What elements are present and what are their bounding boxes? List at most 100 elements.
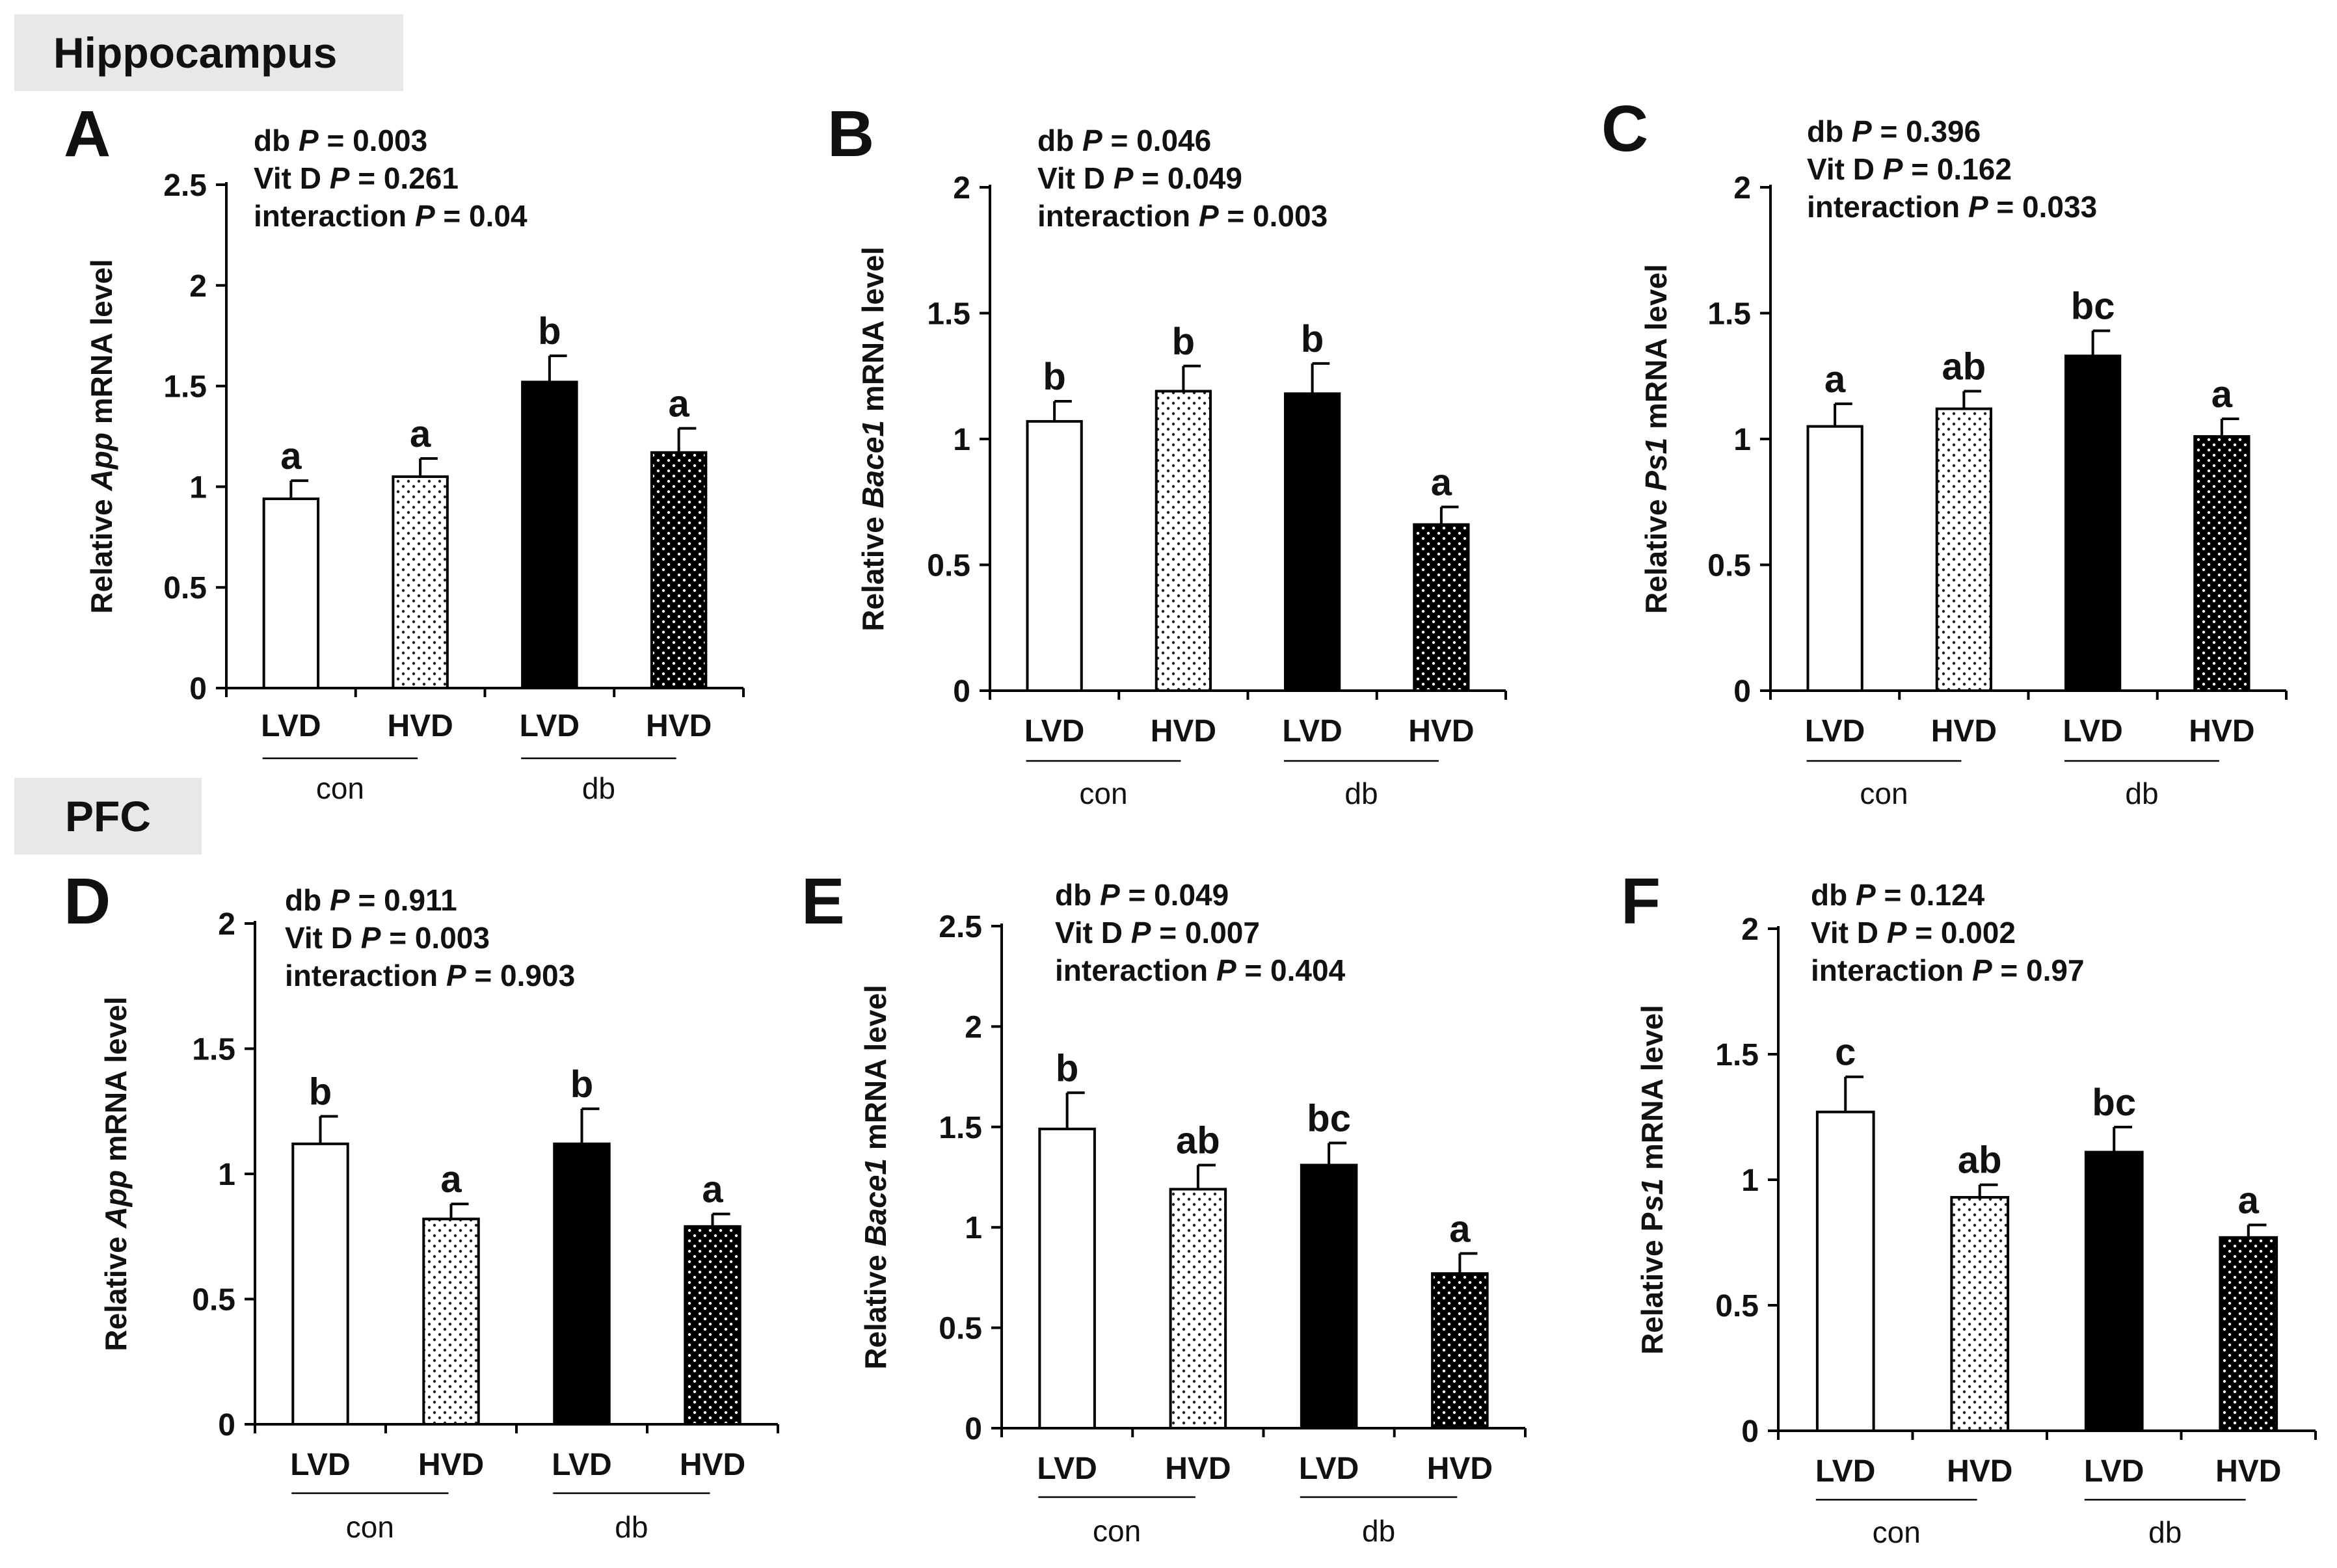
y-tick-label: 1	[965, 1211, 982, 1245]
bar	[422, 1217, 480, 1426]
y-tick-label: 0	[218, 1408, 235, 1442]
bar	[1806, 425, 1863, 693]
x-tick-label: LVD	[290, 1448, 350, 1482]
y-tick-label: 2	[1741, 912, 1759, 947]
x-tick-label: LVD	[1037, 1452, 1097, 1486]
significance-letter: bc	[2092, 1082, 2136, 1124]
x-tick-label: HVD	[680, 1448, 745, 1482]
bar	[262, 497, 320, 689]
significance-letter: bc	[2071, 286, 2115, 328]
y-axis-label: Relative App mRNA level	[85, 259, 118, 613]
group-label: db	[2148, 1515, 2182, 1549]
y-axis-label: Relative Ps1 mRNA level	[1635, 1005, 1669, 1355]
section-header-bg	[14, 14, 403, 91]
y-tick-label: 0.5	[163, 571, 207, 605]
stat-line: Vit D P = 0.261	[254, 161, 459, 195]
significance-letter: ab	[1942, 345, 1986, 388]
panel-letter: B	[827, 98, 874, 170]
x-tick-label: HVD	[418, 1448, 484, 1482]
bar	[1300, 1163, 1358, 1430]
y-tick-label: 2.5	[163, 168, 207, 203]
stat-line: interaction P = 0.04	[254, 199, 527, 233]
stat-line: interaction P = 0.033	[1807, 190, 2097, 224]
x-tick-label: LVD	[552, 1448, 611, 1482]
stat-line: db P = 0.003	[254, 124, 427, 157]
group-label: con	[316, 771, 364, 805]
x-tick-label: HVD	[1947, 1454, 2012, 1489]
x-tick-label: LVD	[1282, 714, 1342, 749]
y-tick-label: 1	[953, 423, 970, 457]
y-tick-label: 2.5	[939, 910, 982, 944]
stat-line: Vit D P = 0.003	[285, 921, 490, 955]
significance-letter: b	[1056, 1047, 1078, 1089]
bar	[1950, 1196, 2010, 1433]
bar	[1935, 407, 1993, 692]
group-label: con	[1860, 777, 1908, 810]
y-tick-label: 2	[953, 171, 970, 206]
x-tick-label: LVD	[1805, 714, 1865, 749]
y-tick-label: 0.5	[939, 1312, 982, 1346]
significance-letter: b	[309, 1070, 332, 1113]
panel-letter: D	[64, 865, 111, 938]
bar	[1038, 1127, 1096, 1429]
y-axis-label: Relative Bace1 mRNA level	[856, 246, 890, 631]
bar	[2064, 354, 2122, 692]
significance-letter: a	[280, 435, 302, 477]
significance-letter: a	[440, 1158, 462, 1201]
y-tick-label: 2	[1733, 171, 1751, 206]
y-tick-label: 0	[1733, 674, 1751, 709]
significance-letter: a	[702, 1169, 723, 1211]
significance-letter: a	[1449, 1208, 1471, 1250]
y-tick-label: 0.5	[1715, 1289, 1759, 1323]
bar	[2084, 1150, 2144, 1433]
bar	[2193, 435, 2250, 692]
x-tick-label: LVD	[261, 709, 321, 743]
group-label: db	[615, 1510, 648, 1544]
bar	[291, 1142, 349, 1426]
x-tick-label: LVD	[1815, 1454, 1875, 1489]
x-tick-label: LVD	[2063, 714, 2122, 749]
x-tick-label: HVD	[646, 709, 712, 743]
significance-letter: a	[410, 413, 431, 455]
group-label: con	[1079, 777, 1127, 810]
stat-line: Vit D P = 0.007	[1055, 916, 1260, 950]
stat-line: db P = 0.124	[1811, 878, 1985, 912]
significance-letter: b	[538, 310, 561, 352]
stat-line: interaction P = 0.903	[285, 959, 575, 992]
y-tick-label: 1	[1733, 423, 1751, 457]
bar	[1283, 392, 1341, 693]
bar	[1431, 1272, 1489, 1429]
section-label: Hippocampus	[53, 29, 337, 77]
y-tick-label: 2	[965, 1010, 982, 1044]
significance-letter: c	[1835, 1031, 1856, 1074]
x-tick-label: LVD	[2084, 1454, 2144, 1489]
significance-letter: ab	[1176, 1119, 1220, 1162]
significance-letter: b	[1301, 318, 1324, 360]
x-tick-label: LVD	[520, 709, 580, 743]
x-tick-label: LVD	[1299, 1452, 1359, 1486]
stat-line: db P = 0.911	[285, 883, 457, 917]
x-tick-label: HVD	[2215, 1454, 2281, 1489]
stat-line: interaction P = 0.003	[1037, 199, 1328, 233]
significance-letter: bc	[1307, 1098, 1351, 1140]
significance-letter: b	[570, 1063, 593, 1106]
stat-line: interaction P = 0.97	[1811, 953, 2085, 987]
section-label: PFC	[65, 792, 151, 840]
bar	[1155, 390, 1212, 692]
group-label: db	[1344, 777, 1378, 810]
y-tick-label: 1	[1741, 1163, 1759, 1198]
x-tick-label: HVD	[1931, 714, 1997, 749]
y-tick-label: 0	[953, 674, 970, 709]
stat-line: Vit D P = 0.049	[1037, 161, 1242, 195]
stat-line: db P = 0.396	[1807, 114, 1981, 148]
y-axis-label: Relative App mRNA level	[99, 996, 133, 1351]
stat-line: Vit D P = 0.162	[1807, 152, 2012, 186]
significance-letter: a	[668, 383, 689, 425]
x-tick-label: LVD	[1024, 714, 1084, 749]
significance-letter: a	[1431, 461, 1452, 503]
group-label: con	[1873, 1515, 1921, 1549]
x-tick-label: HVD	[1427, 1452, 1493, 1486]
